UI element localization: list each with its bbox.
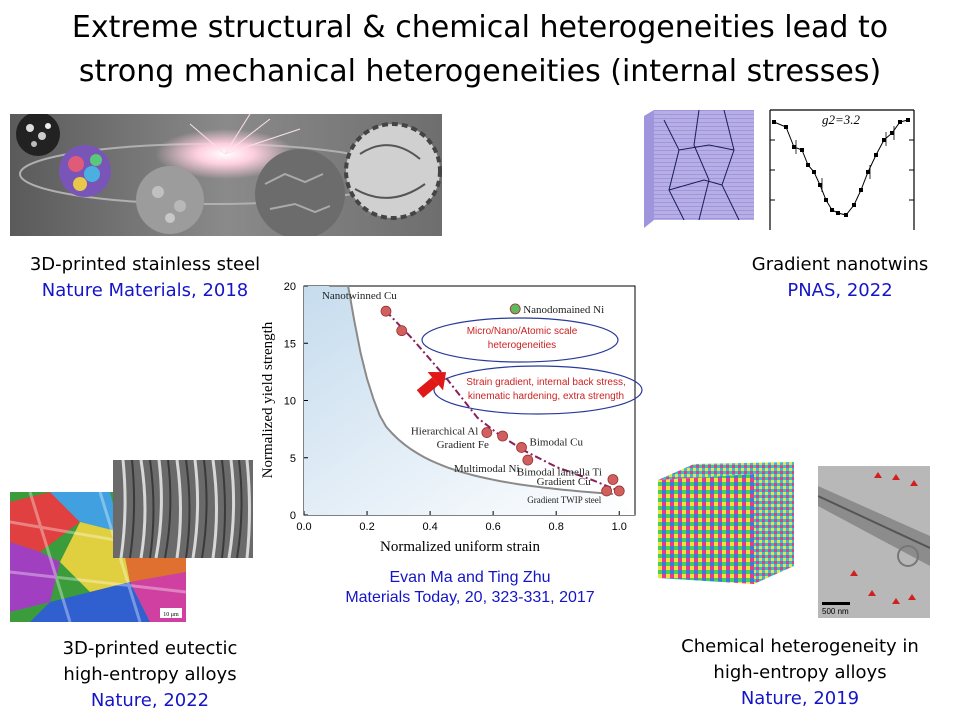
gradient-strength-inset-plot: g2=3.2 xyxy=(769,109,915,230)
caption-eutectic-hea-line-2: high-entropy alloys xyxy=(63,664,237,685)
banana-curve xyxy=(329,285,613,495)
point-label: Bimodal Cu xyxy=(530,436,584,448)
caption-chemical-heterogeneity-line-1: Chemical heterogeneity in xyxy=(681,636,919,657)
point-label: Gradient Fe xyxy=(437,439,489,451)
gradient-nanotwins-image xyxy=(644,110,754,228)
data-point xyxy=(481,427,493,438)
caption-stainless-steel: 3D-printed stainless steel Nature Materi… xyxy=(0,252,290,304)
annotation-ellipse-2 xyxy=(433,365,643,415)
banana-region xyxy=(304,286,635,515)
ebsd-scale-label: 10 μm xyxy=(163,612,179,618)
x-axis-label: Normalized uniform strain xyxy=(380,539,540,555)
y-tick-label: 15 xyxy=(284,338,296,350)
caption-nanotwins-ref: PNAS, 2022 xyxy=(787,280,893,301)
caption-eutectic-hea: 3D-printed eutectic high-entropy alloys … xyxy=(30,636,270,714)
data-point xyxy=(516,442,527,453)
x-tick-label: 0.2 xyxy=(359,521,374,533)
caption-chemical-heterogeneity-ref: Nature, 2019 xyxy=(740,688,860,709)
data-point xyxy=(497,430,509,442)
caption-center: Evan Ma and Ting Zhu Materials Today, 20… xyxy=(300,568,640,608)
caption-chemical-heterogeneity: Chemical heterogeneity in high-entropy a… xyxy=(660,634,940,712)
caption-eutectic-hea-ref: Nature, 2022 xyxy=(90,690,210,711)
caption-stainless-steel-ref: Nature Materials, 2018 xyxy=(41,280,249,301)
annotation-ellipse-1 xyxy=(421,317,619,363)
caption-center-authors: Evan Ma and Ting Zhu xyxy=(389,569,551,586)
x-tick-label: 0.6 xyxy=(485,521,500,533)
data-point xyxy=(613,485,625,497)
annotation-2-line-2: kinematic hardening, extra strength xyxy=(468,391,624,402)
point-label: Gradient TWIP steel xyxy=(527,495,601,505)
point-label: Bimodal lamella Ti xyxy=(517,467,602,479)
x-tick-label: 0.8 xyxy=(549,521,564,533)
sem-lamella-image xyxy=(113,460,253,558)
caption-stainless-steel-title: 3D-printed stainless steel xyxy=(29,254,261,275)
data-point xyxy=(607,474,619,485)
annotation-2-line-1: Strain gradient, internal back stress, xyxy=(466,377,626,388)
improvement-arrow xyxy=(416,371,447,398)
page-title-line-1: Extreme structural & chemical heterogene… xyxy=(71,10,889,45)
y-tick-label: 20 xyxy=(284,281,296,293)
inset-plot-label: g2=3.2 xyxy=(822,112,861,127)
caption-eutectic-hea-line-1: 3D-printed eutectic xyxy=(62,638,238,659)
data-point xyxy=(522,454,534,466)
x-tick-label: 0.4 xyxy=(422,521,437,533)
data-point xyxy=(380,305,392,317)
y-tick-label: 10 xyxy=(284,396,296,408)
tem-image: 500 nm xyxy=(818,466,930,618)
stainless-steel-image xyxy=(10,114,442,236)
tem-scale-label: 500 nm xyxy=(822,607,849,616)
x-tick-label: 1.0 xyxy=(612,521,627,533)
caption-nanotwins-title: Gradient nanotwins xyxy=(751,254,929,275)
annotation-1-line-2: heterogeneities xyxy=(488,340,556,351)
data-point xyxy=(509,303,521,315)
strength-ductility-chart: 0.0 0.2 0.4 0.6 0.8 1.0 0 5 10 15 20 Nanotwinned … xyxy=(260,281,643,555)
hea-atomistic-cube-image xyxy=(658,462,794,584)
page-title-line-2: strong mechanical heterogeneities (inter… xyxy=(78,54,882,89)
data-point xyxy=(601,485,613,497)
point-label: Multimodal Ni xyxy=(454,463,520,475)
annotation-1-line-1: Micro/Nano/Atomic scale xyxy=(467,326,578,337)
y-axis-label: Normalized yield strength xyxy=(260,321,276,478)
point-label: Hierarchical Al xyxy=(411,426,479,438)
data-point xyxy=(396,325,408,337)
y-tick-label: 5 xyxy=(290,453,296,465)
x-tick-label: 0.0 xyxy=(296,521,311,533)
point-label: Gradient Cu xyxy=(537,476,592,488)
caption-nanotwins: Gradient nanotwins PNAS, 2022 xyxy=(720,252,960,304)
caption-chemical-heterogeneity-line-2: high-entropy alloys xyxy=(713,662,887,683)
point-label: Nanotwinned Cu xyxy=(322,290,397,302)
caption-center-ref: Materials Today, 20, 323-331, 2017 xyxy=(345,589,595,606)
point-label: Nanodomained Ni xyxy=(523,304,604,316)
y-tick-label: 0 xyxy=(290,510,296,522)
